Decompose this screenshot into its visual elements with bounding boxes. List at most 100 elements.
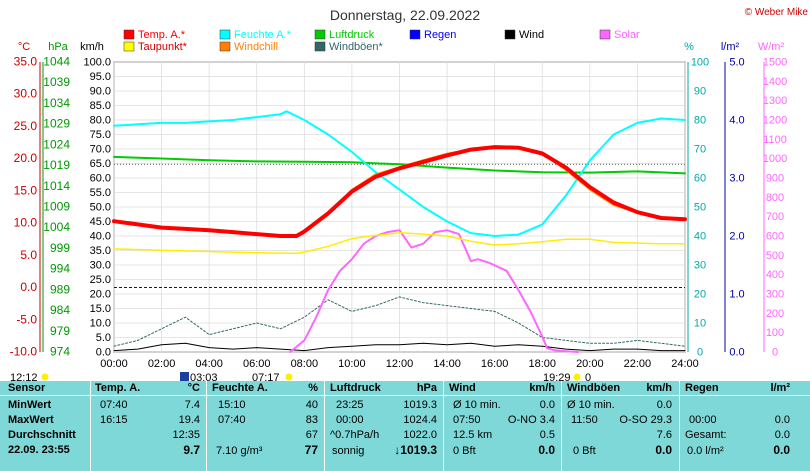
axis-unit-label: % xyxy=(684,41,694,53)
gusts-header: Windböen xyxy=(567,382,621,394)
kmh-tick-label: 0.0 xyxy=(96,347,111,359)
legend-swatch xyxy=(314,29,326,40)
axis-unit-label: °C xyxy=(18,41,30,53)
wind-unit: km/h xyxy=(529,382,555,394)
x-tick-label: 12:00 xyxy=(386,358,414,370)
legend-label: Luftdruck xyxy=(329,29,375,41)
celsius-tick-label: 20.0 xyxy=(14,151,38,165)
x-tick-label: 20:00 xyxy=(576,358,604,370)
solar-tick-label: 1000 xyxy=(763,153,787,165)
x-tick-label: 06:00 xyxy=(243,358,271,370)
gusts-beaufort: 0 Bft xyxy=(573,445,596,457)
percent-tick-label: 90 xyxy=(694,86,706,98)
pressure-unit: hPa xyxy=(416,382,437,394)
percent-tick-label: 70 xyxy=(694,144,706,156)
kmh-tick-label: 30.0 xyxy=(90,260,111,272)
percent-tick-label: 20 xyxy=(694,289,706,301)
legend-swatch xyxy=(123,41,135,52)
rain-tick-label: 4.0 xyxy=(729,115,744,127)
kmh-tick-label: 70.0 xyxy=(90,144,111,156)
humidity-absolute: 7.10 g/m³ xyxy=(216,445,263,457)
percent-tick-label: 60 xyxy=(694,173,706,185)
kmh-tick-label: 90.0 xyxy=(90,86,111,98)
weather-status: sonnig xyxy=(332,445,365,457)
solar-tick-label: 800 xyxy=(766,192,784,204)
rain-value: 0.0 xyxy=(774,414,790,426)
kmh-tick-label: 85.0 xyxy=(90,100,111,112)
hpa-tick-label: 1004 xyxy=(43,220,70,234)
series-group xyxy=(112,110,687,353)
row-label-current: 22.09. 23:55 xyxy=(8,444,70,456)
hpa-tick-label: 999 xyxy=(50,241,70,255)
celsius-tick-label: 15.0 xyxy=(14,183,38,197)
humidity-min-value: 40 xyxy=(305,399,318,411)
rain-tick-label: 1.0 xyxy=(729,289,744,301)
percent-tick-label: 40 xyxy=(694,231,706,243)
percent-tick-label: 30 xyxy=(694,260,706,272)
legend-swatch xyxy=(219,29,231,40)
row-label-max: MaxWert xyxy=(8,414,54,426)
dawn-time: 07:17 xyxy=(252,372,280,381)
summary-table: Sensor MinWert MaxWert Durchschnitt 22.0… xyxy=(0,381,810,471)
kmh-tick-label: 35.0 xyxy=(90,245,111,257)
solar-tick-label: 1500 xyxy=(763,57,787,69)
column-divider xyxy=(90,381,91,471)
sunset-time: 19:29 xyxy=(543,372,571,381)
wind-distance: 12.5 km xyxy=(453,429,493,441)
x-tick-label: 10:00 xyxy=(338,358,366,370)
humidity-current: 77 xyxy=(304,443,318,457)
legend-label: Regen xyxy=(424,29,456,41)
x-tick-label: 22:00 xyxy=(624,358,652,370)
hpa-tick-label: 989 xyxy=(50,282,70,296)
rain-rate: 0.0 l/m² xyxy=(687,445,724,457)
solar-tick-label: 1400 xyxy=(763,76,787,88)
credit-link[interactable]: © Weber Mike xyxy=(745,7,809,18)
solar-tick-label: 100 xyxy=(766,327,784,339)
temp-min-value: 7.4 xyxy=(184,399,200,411)
kmh-tick-label: 80.0 xyxy=(90,115,111,127)
daylength-label: 12:12 xyxy=(10,372,38,381)
legend: Temp. A.* Feuchte A.* Luftdruck Regen Wind So… xyxy=(123,29,640,53)
temp-unit: °C xyxy=(187,382,200,394)
humidity-header: Feuchte A. xyxy=(212,382,268,394)
humidity-min-time: 15:10 xyxy=(218,399,246,411)
hpa-tick-label: 1014 xyxy=(43,179,70,193)
kmh-tick-label: 45.0 xyxy=(90,216,111,228)
celsius-tick-label: 5.0 xyxy=(20,248,37,262)
axes: °C hPa km/h% l/m² W/m²100.095.090.085.080.07… xyxy=(10,41,788,370)
legend-swatch xyxy=(123,29,135,40)
legend-label: Temp. A.* xyxy=(138,29,186,41)
column-divider xyxy=(324,381,325,471)
pressure-trend: ^0.7hPa/h xyxy=(330,429,380,441)
solar-tick-label: 400 xyxy=(766,269,784,281)
solar-tick-label: 300 xyxy=(766,289,784,301)
percent-tick-label: 10 xyxy=(694,318,706,330)
sunrise-time: 03:03 xyxy=(190,372,218,381)
rain-unit: l/m² xyxy=(770,382,790,394)
legend-swatch xyxy=(504,29,516,40)
temp-max-time: 16:15 xyxy=(100,414,128,426)
axis-unit-label: hPa xyxy=(48,41,68,53)
legend-label: Windchill xyxy=(234,41,278,53)
sun-markers: 12:12 03:03 07:17 19:29 0 xyxy=(10,372,591,381)
legend-label: Windböen* xyxy=(329,41,384,53)
legend-label: Feuchte A.* xyxy=(234,29,292,41)
hpa-tick-label: 984 xyxy=(50,303,70,317)
series-feuchtea xyxy=(113,110,686,237)
kmh-tick-label: 15.0 xyxy=(90,303,111,315)
rain-tick-label: 3.0 xyxy=(729,173,744,185)
legend-swatch xyxy=(599,29,611,40)
kmh-tick-label: 50.0 xyxy=(90,202,111,214)
humidity-max-value: 83 xyxy=(305,414,318,426)
hpa-tick-label: 1029 xyxy=(43,117,70,131)
solar-tick-label: 1200 xyxy=(763,115,787,127)
humidity-max-time: 07:40 xyxy=(218,414,246,426)
hpa-tick-label: 1044 xyxy=(43,55,70,69)
gusts-unit: km/h xyxy=(646,382,672,394)
series-luftdruck xyxy=(113,155,686,175)
temp-min-time: 07:40 xyxy=(100,399,128,411)
x-tick-label: 04:00 xyxy=(195,358,223,370)
gusts-current: 0.0 xyxy=(655,443,672,457)
wind-beaufort: 0 Bft xyxy=(453,445,476,457)
rain-tick-label: 5.0 xyxy=(729,57,744,69)
